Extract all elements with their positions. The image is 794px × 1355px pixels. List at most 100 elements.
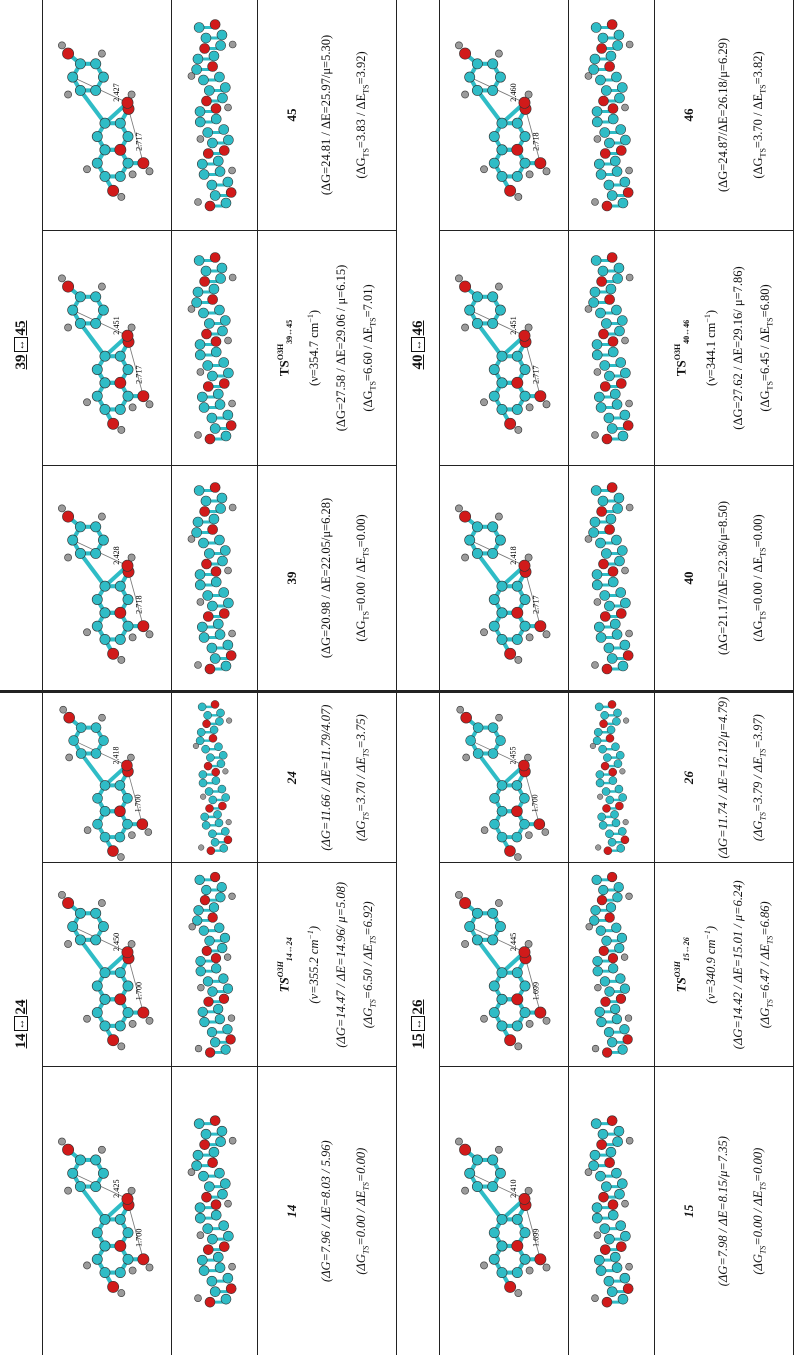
atom bbox=[595, 1171, 605, 1181]
atom bbox=[497, 832, 507, 842]
atom bbox=[122, 794, 132, 804]
atom bbox=[599, 745, 607, 753]
atom bbox=[520, 1254, 530, 1264]
atom bbox=[497, 145, 507, 155]
atom bbox=[610, 156, 620, 166]
atom bbox=[223, 368, 233, 378]
distance-label: 2.451 bbox=[509, 316, 518, 334]
energy-line: (ΔG=14.47 / ΔE=14.96/ μ=5.08) bbox=[334, 882, 349, 1048]
atom bbox=[115, 377, 126, 388]
atom bbox=[84, 827, 91, 834]
atom bbox=[626, 274, 633, 281]
atom bbox=[123, 1228, 133, 1238]
atom bbox=[609, 768, 617, 776]
atom bbox=[512, 1267, 522, 1277]
atom bbox=[122, 330, 133, 341]
atom bbox=[221, 1294, 231, 1304]
atom bbox=[62, 281, 73, 292]
atom bbox=[226, 820, 232, 826]
atom bbox=[592, 350, 602, 360]
atom bbox=[83, 1262, 90, 1269]
atom bbox=[616, 358, 626, 368]
atom bbox=[497, 608, 507, 618]
atom bbox=[146, 1018, 153, 1025]
atom bbox=[201, 813, 209, 821]
atom bbox=[223, 177, 233, 187]
atom bbox=[615, 1189, 625, 1199]
atom bbox=[205, 1297, 215, 1307]
atom bbox=[75, 59, 85, 69]
atom bbox=[198, 845, 204, 851]
energy-line: (ΔGTS=6.60 / ΔETS=7.01) bbox=[361, 284, 378, 411]
atom bbox=[495, 72, 505, 82]
atom bbox=[514, 854, 521, 861]
atom bbox=[618, 828, 626, 836]
bond bbox=[81, 754, 105, 786]
distance-label: 2.425 bbox=[112, 1179, 121, 1197]
atom bbox=[91, 85, 101, 95]
atom bbox=[225, 567, 232, 574]
atom bbox=[605, 987, 615, 997]
atom bbox=[229, 1137, 236, 1144]
atom bbox=[76, 723, 86, 733]
atom bbox=[455, 892, 462, 899]
subscript: TS bbox=[758, 547, 767, 556]
atom bbox=[223, 640, 233, 650]
atom bbox=[596, 771, 604, 779]
atom bbox=[206, 754, 214, 762]
text-run: =6.60 / ΔE bbox=[361, 327, 375, 381]
atom bbox=[207, 138, 217, 148]
atom bbox=[621, 836, 629, 844]
atom bbox=[202, 96, 212, 106]
atom bbox=[590, 287, 600, 297]
atom bbox=[592, 199, 599, 206]
atom bbox=[519, 947, 530, 958]
atom bbox=[121, 760, 132, 771]
atom bbox=[208, 987, 218, 997]
structure-label: TSO3H14↔24 bbox=[276, 937, 294, 992]
atom bbox=[622, 104, 629, 111]
energy-line: (ΔG=7.98 / ΔE=8.15/μ=7.35) bbox=[716, 1136, 731, 1286]
atom bbox=[465, 922, 475, 932]
atom bbox=[459, 898, 470, 909]
atom bbox=[210, 483, 220, 493]
atom bbox=[115, 1214, 125, 1224]
atom bbox=[496, 736, 506, 746]
atom bbox=[512, 351, 522, 361]
atom bbox=[488, 908, 498, 918]
atom bbox=[618, 661, 628, 671]
side-view-cell bbox=[172, 863, 258, 1066]
energy-line: (ΔG=11.66 / ΔE=11.79/4.07) bbox=[319, 705, 334, 851]
atom bbox=[600, 149, 610, 159]
bond bbox=[477, 1187, 502, 1220]
atom bbox=[200, 277, 210, 287]
atom bbox=[202, 745, 210, 753]
atom bbox=[620, 368, 630, 378]
atom bbox=[512, 144, 523, 155]
molecule-side-view bbox=[569, 863, 654, 1066]
atom bbox=[623, 820, 629, 826]
atom bbox=[209, 796, 217, 804]
atom bbox=[211, 954, 221, 964]
energy-cell: 26(ΔG=11.74 / ΔE=12.12/μ=4.79)(ΔGTS=3.79… bbox=[655, 693, 793, 862]
subscript: 15↔26 bbox=[682, 937, 691, 961]
text-run: =6.86) bbox=[758, 901, 772, 935]
atom bbox=[115, 171, 125, 181]
atom bbox=[217, 1126, 227, 1136]
atom bbox=[489, 131, 499, 141]
text-run: (ΔG=11.66 / ΔE=11.79/4.07) bbox=[319, 705, 333, 851]
atom bbox=[219, 146, 229, 156]
atom bbox=[123, 1008, 133, 1018]
atom bbox=[605, 62, 615, 72]
atom bbox=[118, 426, 125, 433]
molecule-front-view: 2.4101.699 bbox=[440, 1067, 568, 1355]
atom bbox=[229, 167, 236, 174]
atom bbox=[626, 1263, 633, 1270]
atom bbox=[611, 535, 621, 545]
side-view-cell bbox=[569, 1067, 655, 1355]
atom bbox=[594, 392, 604, 402]
atom bbox=[123, 1254, 133, 1264]
atom bbox=[535, 620, 546, 631]
atom bbox=[606, 284, 616, 294]
atom bbox=[589, 916, 599, 926]
